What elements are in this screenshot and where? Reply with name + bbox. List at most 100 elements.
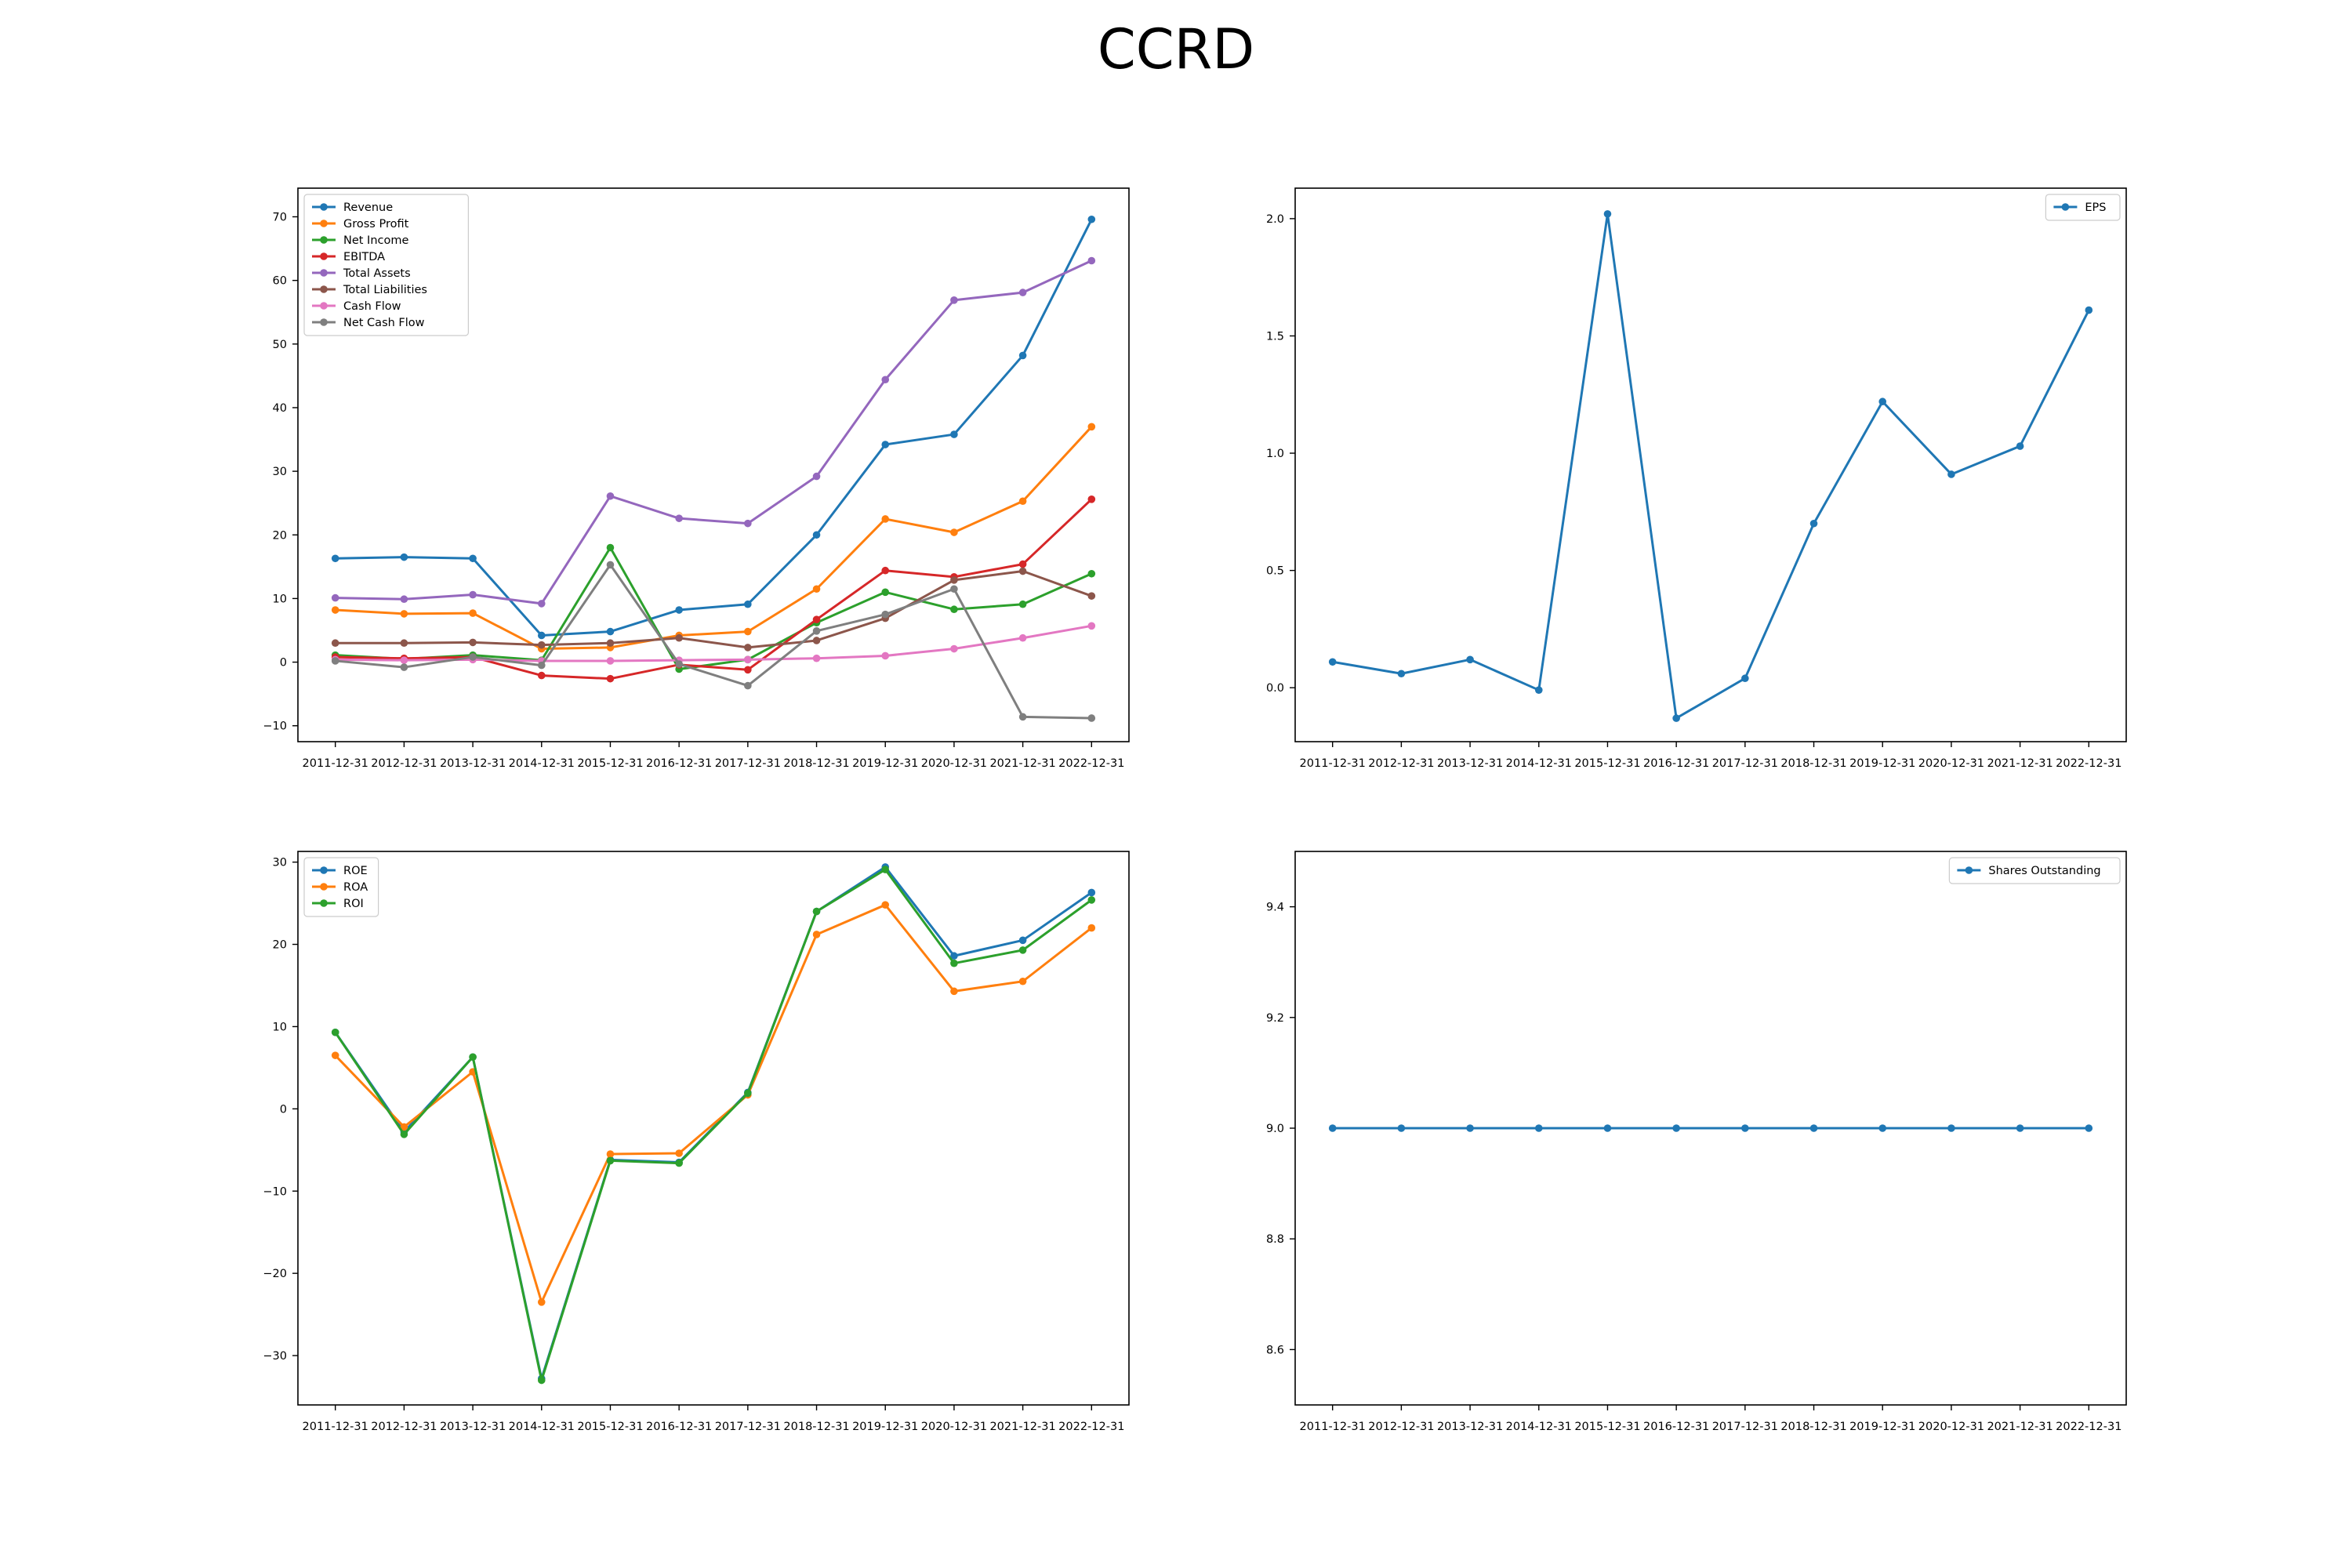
x-tick-label: 2020-12-31 (921, 1421, 987, 1433)
x-tick-label: 2018-12-31 (783, 1421, 849, 1433)
data-point (1018, 633, 1027, 642)
data-point (881, 866, 890, 873)
data-point (2085, 306, 2093, 314)
y-tick-label: 70 (273, 212, 287, 224)
legend-swatch-marker (320, 203, 328, 211)
y-tick-label: 10 (273, 593, 287, 605)
legend-label: Net Income (343, 234, 408, 247)
data-point (881, 652, 890, 660)
series-ebitda (331, 495, 1096, 683)
data-point (812, 654, 821, 662)
data-point (331, 554, 339, 563)
y-tick-label: 30 (273, 466, 287, 478)
data-point (1087, 495, 1096, 503)
data-point (1603, 210, 1612, 218)
data-point (606, 674, 615, 683)
data-point (1328, 1124, 1337, 1132)
legend-label: Shares Outstanding (1988, 865, 2100, 877)
y-tick-label: 1.0 (1266, 448, 1284, 460)
data-point (950, 644, 958, 653)
x-tick-label: 2011-12-31 (1300, 1421, 1366, 1433)
y-tick-label: 10 (273, 1021, 287, 1033)
data-point (1018, 946, 1027, 954)
x-tick-label: 2016-12-31 (646, 757, 712, 770)
x-tick-label: 2014-12-31 (1506, 757, 1572, 770)
legend-label: Total Assets (343, 267, 411, 280)
data-point (606, 543, 615, 552)
legend-box (303, 194, 469, 336)
series-roi (331, 866, 1096, 1385)
series-line (334, 868, 1093, 1382)
x-tick-label: 2021-12-31 (1987, 757, 2053, 770)
data-point (469, 1053, 477, 1062)
legend-swatch-marker (320, 883, 328, 891)
data-point (1087, 423, 1096, 431)
data-point (744, 681, 752, 690)
x-tick-label: 2022-12-31 (1058, 1421, 1124, 1433)
data-point (469, 638, 477, 647)
data-point (400, 610, 408, 618)
data-point (1672, 1124, 1680, 1132)
data-point (331, 1028, 339, 1036)
data-point (606, 561, 615, 569)
y-tick-label: 0 (280, 657, 287, 670)
y-tick-label: 0.0 (1266, 682, 1284, 695)
legend-label: ROI (343, 898, 364, 910)
x-tick-label: 2021-12-31 (989, 1421, 1055, 1433)
y-tick-label: 2.0 (1266, 213, 1284, 226)
y-tick-label: 20 (273, 529, 287, 542)
series-line (335, 563, 1092, 720)
data-point (950, 430, 958, 438)
data-point (812, 637, 821, 644)
data-point (675, 660, 683, 668)
y-tick-label: 60 (273, 275, 287, 288)
axes-frame (1294, 187, 2127, 742)
y-tick-label: 1.5 (1266, 330, 1284, 343)
data-point (950, 987, 958, 996)
x-tick-label: 2016-12-31 (1643, 757, 1709, 770)
data-point (1087, 622, 1096, 630)
x-tick-label: 2013-12-31 (1437, 757, 1503, 770)
data-point (881, 901, 890, 909)
x-tick-label: 2012-12-31 (1368, 757, 1434, 770)
data-point (950, 296, 958, 304)
data-point (812, 931, 821, 938)
x-tick-label: 2017-12-31 (1712, 757, 1778, 770)
data-point (1947, 1124, 1955, 1132)
data-point (1878, 1124, 1887, 1132)
legend-label: Cash Flow (343, 300, 401, 313)
legend-label: ROE (343, 865, 368, 877)
data-point (537, 641, 546, 649)
data-point (2085, 1124, 2093, 1132)
data-point (469, 609, 477, 617)
x-tick-label: 2019-12-31 (1849, 757, 1915, 770)
data-point (812, 585, 821, 593)
data-point (1018, 289, 1027, 296)
legend-swatch-marker (320, 252, 328, 260)
x-tick-label: 2019-12-31 (1849, 1421, 1915, 1433)
chart-shares-outstanding: 2011-12-31 2012-12-31 2013-12-31 2014-12-31… (1266, 851, 2127, 1433)
data-point (1087, 714, 1096, 722)
x-tick-label: 2015-12-31 (1574, 757, 1640, 770)
x-tick-label: 2014-12-31 (1506, 1421, 1572, 1433)
data-point (1087, 256, 1096, 265)
data-point (881, 610, 890, 619)
x-tick-label: 2012-12-31 (371, 1421, 437, 1433)
legend-label: Revenue (343, 201, 393, 214)
data-point (1087, 215, 1096, 223)
legend: ROE ROA ROI (303, 857, 379, 917)
x-tick-label: 2016-12-31 (1643, 1421, 1709, 1433)
y-tick-label: 9.4 (1266, 902, 1284, 914)
data-point (1018, 567, 1027, 575)
data-point (606, 1156, 615, 1165)
data-point (744, 644, 752, 652)
data-point (537, 1298, 546, 1306)
y-tick-label: 30 (273, 857, 287, 869)
figure-title: CCRD (1097, 17, 1255, 82)
data-point (675, 1159, 683, 1167)
data-point (331, 606, 339, 614)
legend-label: Total Liabilities (343, 284, 427, 296)
legend-label: Net Cash Flow (343, 317, 425, 329)
legend-swatch-marker (320, 302, 328, 310)
data-point (950, 576, 958, 584)
